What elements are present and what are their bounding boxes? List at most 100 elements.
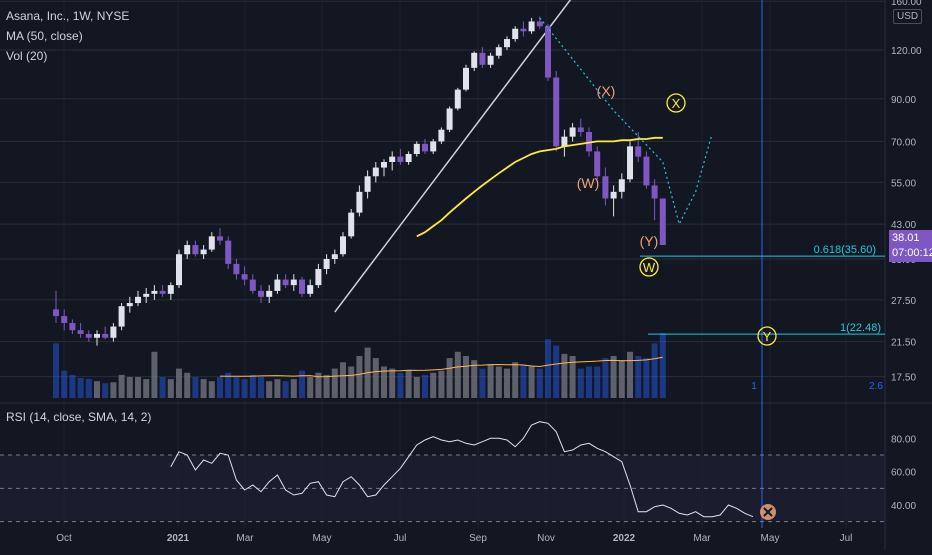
candle-body (274, 279, 281, 291)
candle-body (487, 55, 494, 65)
volume-bar (413, 377, 420, 398)
wave-label-x: X (672, 96, 681, 111)
time-tick-label: Nov (537, 533, 555, 544)
candle-body (167, 285, 174, 294)
candle-body (266, 290, 273, 297)
volume-bar (151, 351, 158, 398)
volume-bar (299, 370, 305, 398)
rsi-legend[interactable]: RSI (14, close, SMA, 14, 2) (6, 410, 152, 424)
price-tick-label: 120.00 (891, 46, 922, 57)
volume-bar (471, 360, 478, 398)
volume-bar (53, 343, 59, 398)
volume-bar (233, 377, 240, 398)
time-tick-label: Mar (236, 533, 254, 544)
bar-countdown: 07:00:12 (892, 247, 932, 259)
candle-body (446, 108, 453, 130)
time-tick-label: Sep (469, 533, 487, 544)
volume-bar (184, 372, 191, 398)
volume-bar (290, 379, 297, 398)
candle-body (454, 89, 461, 109)
volume-bar (356, 356, 363, 398)
candle-body (110, 326, 117, 338)
volume-bar (422, 374, 428, 398)
volume-bar (315, 372, 322, 398)
volume-bar (94, 381, 100, 398)
candle-body (422, 143, 428, 152)
candle-body (126, 303, 133, 307)
candle-body (545, 26, 551, 78)
candle-body (618, 179, 625, 192)
volume-bar (602, 358, 609, 398)
candle-body (389, 156, 396, 163)
candle-body (610, 191, 617, 199)
volume-bar (372, 358, 379, 398)
volume-bar (569, 356, 576, 398)
volume-bar (69, 374, 76, 398)
candle-body (356, 191, 363, 213)
candle-body (340, 236, 346, 255)
time-tick-label: Mar (693, 533, 711, 544)
price-tick-label: 70.00 (891, 137, 916, 148)
fib-0618-label: 0.618(35.60) (814, 244, 876, 256)
vline-label-right: 2.6 (869, 381, 883, 392)
price-tick-label: 21.50 (891, 338, 916, 349)
candle-body (495, 47, 502, 56)
rsi-tick-label: 40.00 (891, 501, 916, 512)
candle-body (512, 28, 519, 40)
ma-indicator-label[interactable]: MA (50, close) (6, 29, 83, 43)
volume-bar (61, 370, 68, 398)
volume-bar (381, 366, 387, 398)
candle-body (159, 290, 166, 294)
price-tick-label: 90.00 (891, 95, 916, 106)
volume-bar (495, 366, 502, 398)
candle-body (643, 156, 650, 186)
price-tick-label: 43.00 (891, 220, 916, 231)
volume-bar (545, 339, 551, 398)
wave-label-w: W (643, 260, 656, 275)
candle-body (299, 279, 305, 294)
volume-bar (143, 379, 150, 398)
wave-label-w-paren: (W) (577, 175, 600, 191)
candle-body (348, 212, 355, 237)
volume-bar (192, 377, 199, 398)
volume-bar (553, 345, 560, 398)
volume-bar (651, 343, 658, 398)
time-tick-label: 2021 (167, 533, 190, 544)
candle-body (241, 274, 248, 280)
volume-ma-line (219, 356, 663, 378)
candle-body (381, 162, 387, 168)
candle-body (471, 52, 478, 68)
volume-bar (389, 368, 396, 398)
candle-body (651, 185, 658, 199)
volume-indicator-label[interactable]: Vol (20) (6, 49, 48, 63)
volume-bar (528, 366, 535, 398)
volume-bar (610, 356, 617, 398)
candle-body (290, 279, 297, 286)
volume-bar (643, 358, 650, 398)
volume-bar (479, 368, 486, 398)
volume-bar (77, 378, 84, 398)
candle-body (77, 330, 84, 334)
candle-body (184, 245, 191, 255)
candle-body (438, 129, 445, 142)
rsi-tick-label: 80.00 (891, 434, 916, 445)
candle-body (397, 156, 404, 163)
candle-body (249, 279, 256, 291)
currency-label[interactable]: USD (893, 9, 923, 24)
symbol-title[interactable]: Asana, Inc., 1W, NYSE (6, 9, 130, 23)
volume-bar (159, 377, 166, 398)
volume-bar (520, 364, 527, 398)
volume-bar (200, 379, 207, 398)
price-tick-label: 55.00 (891, 178, 916, 189)
candle-body (553, 77, 560, 147)
candle-body (413, 143, 420, 154)
candle-body (217, 236, 223, 241)
candle-body (331, 254, 338, 259)
candle-body (118, 306, 125, 327)
candle-body (528, 21, 535, 32)
volume-bar (110, 382, 117, 398)
volume-bar (258, 377, 264, 398)
